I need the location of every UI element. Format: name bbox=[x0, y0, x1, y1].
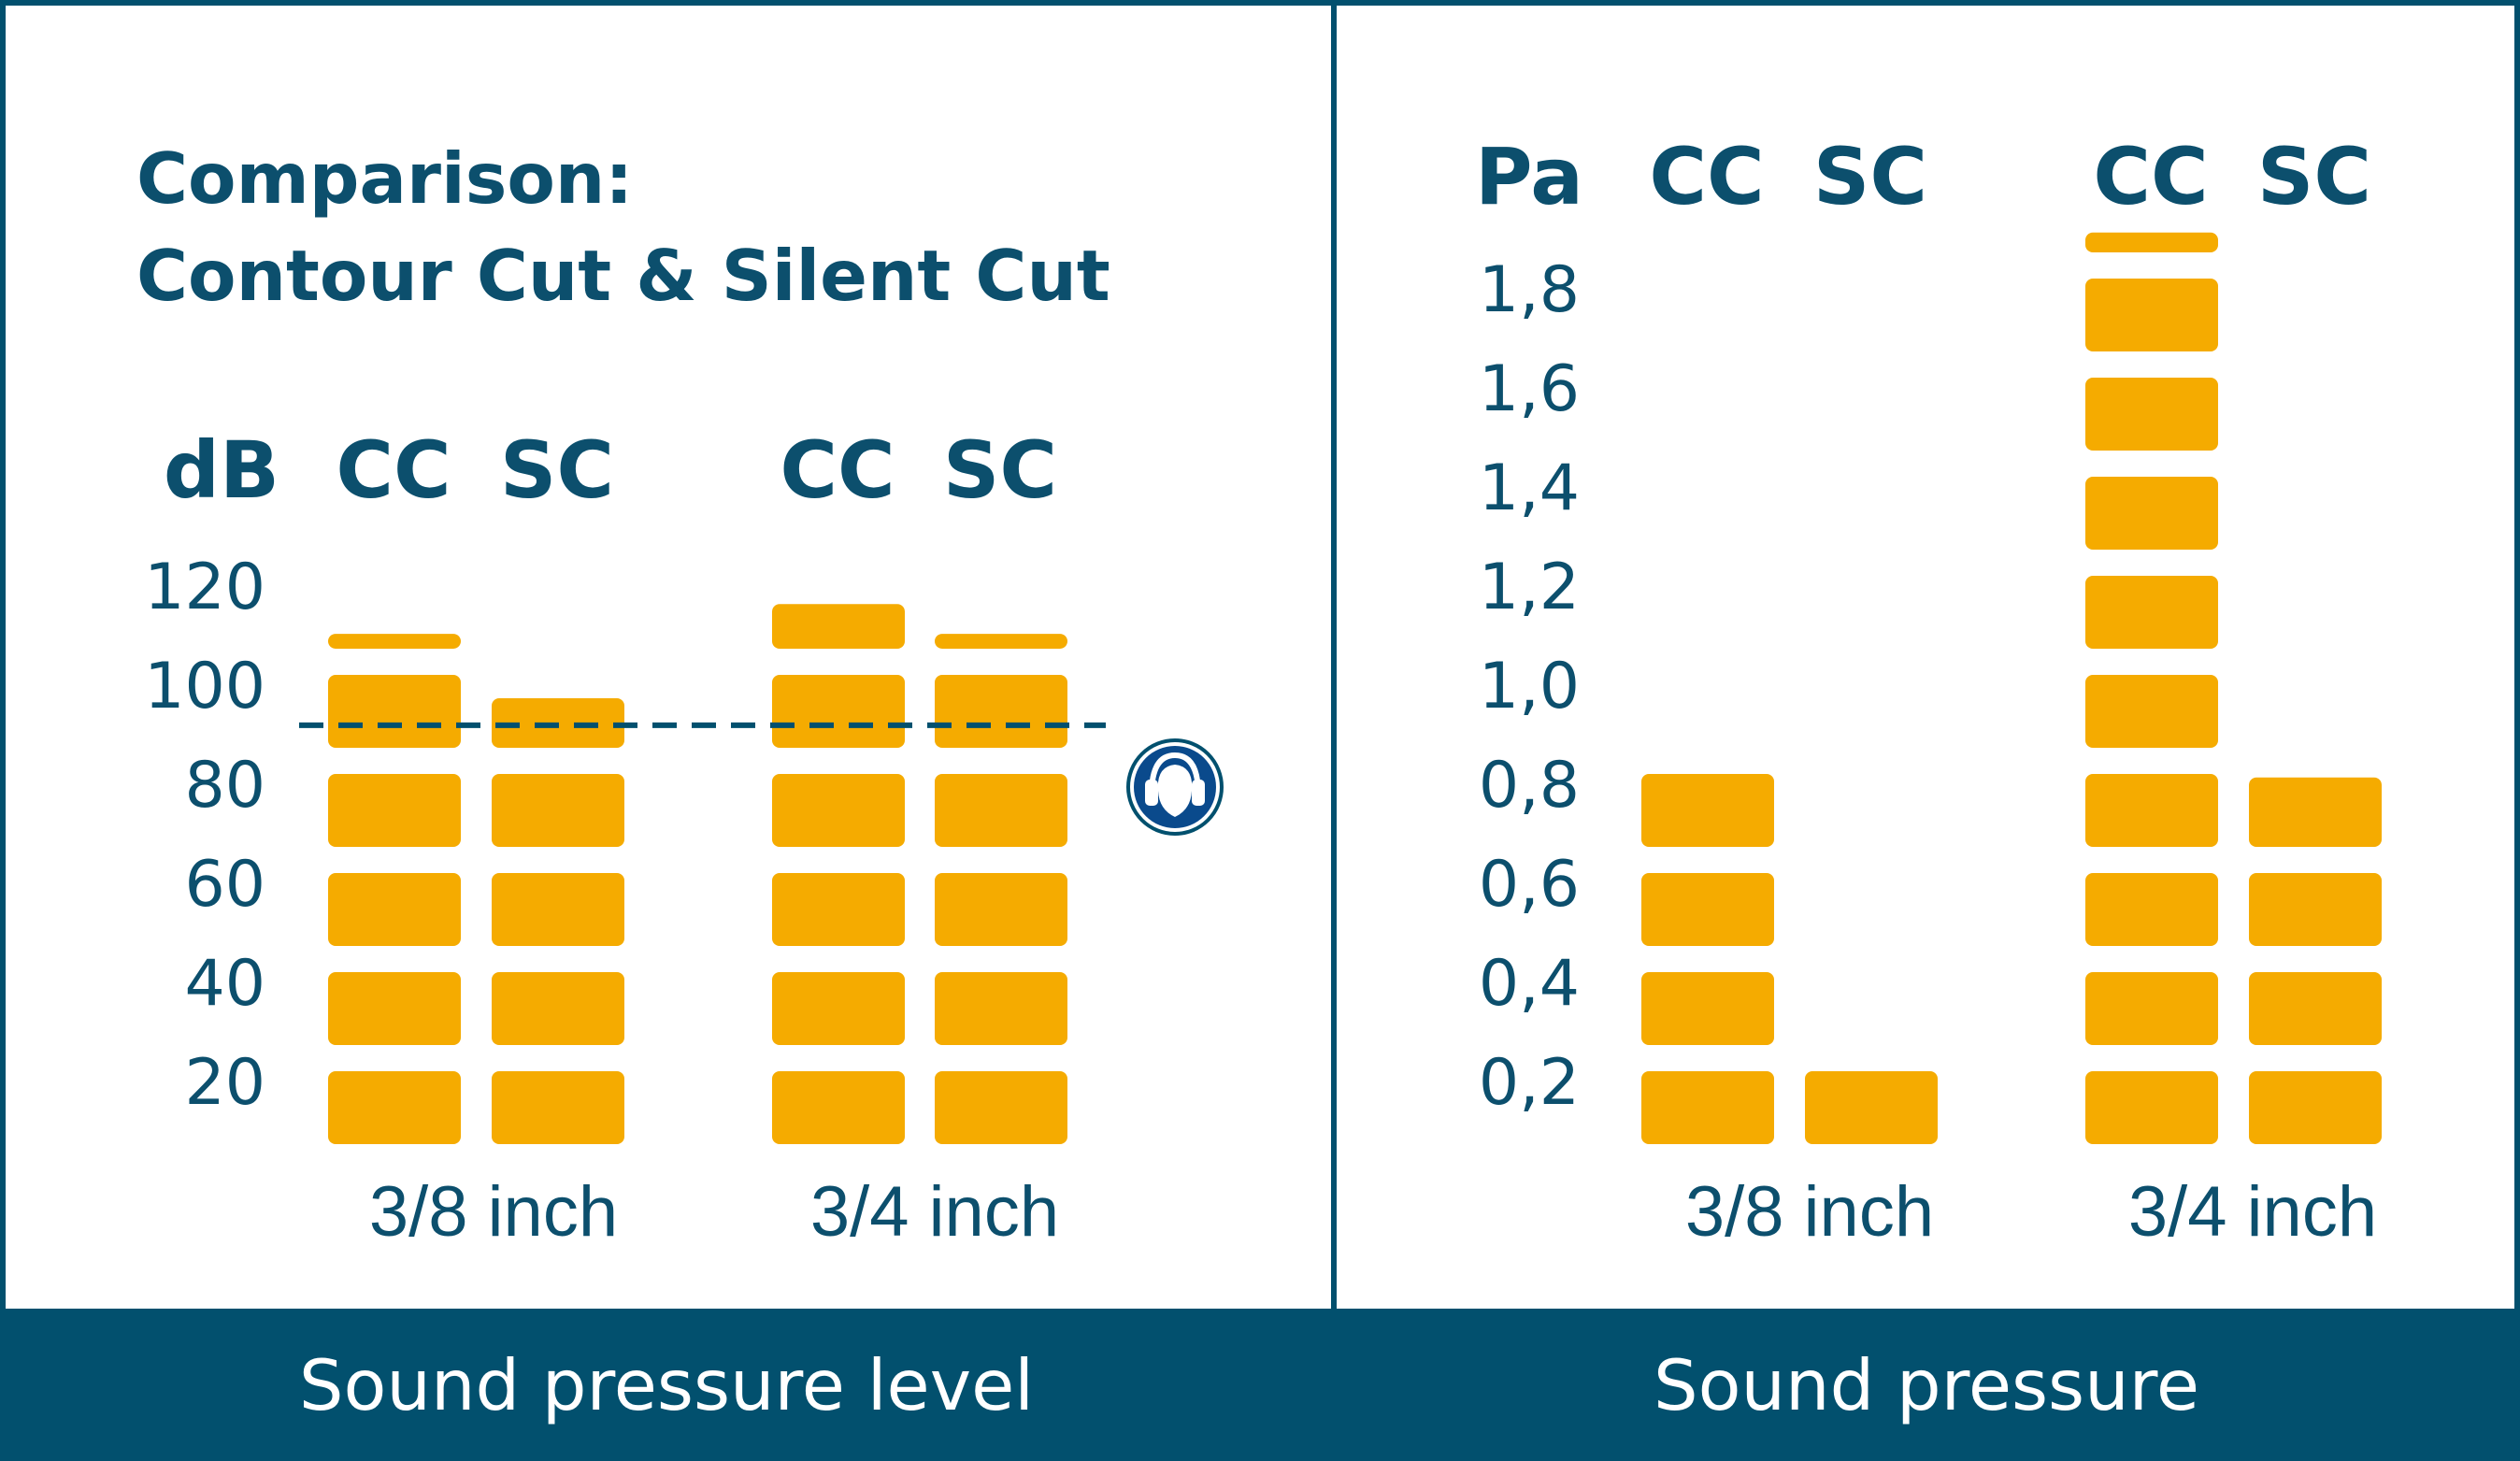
bar-block bbox=[328, 873, 461, 946]
series-label-sc-34: SC bbox=[2257, 131, 2371, 222]
bar-block bbox=[1641, 1071, 1774, 1144]
y-tick-label: 1,2 bbox=[1479, 551, 1580, 624]
y-tick-label: 100 bbox=[144, 650, 265, 723]
bar-block bbox=[328, 675, 461, 748]
y-tick-label: 1,8 bbox=[1479, 253, 1580, 327]
group-label-3-8-inch: 3/8 inch bbox=[369, 1172, 618, 1252]
y-tick-label: 60 bbox=[184, 848, 265, 922]
y-axis-ticks: 20 40 60 80 100 120 bbox=[144, 551, 265, 1120]
bar-block bbox=[2085, 279, 2218, 351]
bar-block bbox=[935, 972, 1067, 1045]
sound-pressure-chart: Pa CC SC CC SC 0,2 0,4 0,6 0,8 1,0 1,2 1,4 1,6 1… bbox=[1475, 131, 2382, 1252]
footer-label-right: Sound pressure bbox=[1654, 1344, 2199, 1426]
series-label-cc-38: CC bbox=[1649, 131, 1764, 222]
bar-block bbox=[1641, 972, 1774, 1045]
bar-block bbox=[772, 774, 905, 847]
bar-block bbox=[492, 1071, 624, 1144]
y-tick-label: 1,6 bbox=[1479, 352, 1580, 426]
bar-block bbox=[2085, 1071, 2218, 1144]
bar-block bbox=[772, 1071, 905, 1144]
series-label-cc-34: CC bbox=[780, 424, 895, 516]
bar-block bbox=[935, 1071, 1067, 1144]
bar-block-partial bbox=[2249, 777, 2382, 847]
footer-band bbox=[0, 1309, 2520, 1461]
bar-3-4-inch-sc bbox=[935, 634, 1067, 1144]
hearing-protection-icon bbox=[1126, 738, 1224, 836]
unit-label-pa: Pa bbox=[1475, 131, 1583, 222]
bar-block bbox=[2085, 576, 2218, 649]
bar-block-partial bbox=[935, 634, 1067, 649]
bar-block-partial bbox=[772, 604, 905, 649]
bar-block bbox=[935, 675, 1067, 748]
bar-block bbox=[492, 873, 624, 946]
bar-block bbox=[2249, 972, 2382, 1045]
y-tick-label: 20 bbox=[184, 1046, 265, 1120]
series-label-sc-34: SC bbox=[943, 424, 1057, 516]
bar-block bbox=[935, 774, 1067, 847]
series-label-cc-34: CC bbox=[2093, 131, 2208, 222]
title-line-1: Comparison: bbox=[136, 137, 633, 220]
y-tick-label: 40 bbox=[184, 947, 265, 1021]
bar-block bbox=[2085, 972, 2218, 1045]
group-label-3-8-inch: 3/8 inch bbox=[1685, 1172, 1934, 1252]
y-tick-label: 0,2 bbox=[1479, 1046, 1580, 1120]
bars bbox=[1641, 232, 2382, 1144]
y-tick-label: 1,4 bbox=[1479, 451, 1580, 525]
bar-block bbox=[2085, 774, 2218, 847]
bar-3-4-inch-cc bbox=[772, 604, 905, 1144]
y-tick-label: 120 bbox=[144, 551, 265, 624]
bar-block bbox=[492, 972, 624, 1045]
y-tick-label: 80 bbox=[184, 749, 265, 823]
y-axis-ticks: 0,2 0,4 0,6 0,8 1,0 1,2 1,4 1,6 1,8 bbox=[1479, 253, 1580, 1120]
bar-block bbox=[2249, 873, 2382, 946]
title-line-2: Contour Cut & Silent Cut bbox=[136, 235, 1110, 317]
unit-label-db: dB bbox=[164, 424, 279, 516]
bar-block bbox=[772, 873, 905, 946]
bar-block bbox=[1641, 873, 1774, 946]
footer-label-left: Sound pressure level bbox=[299, 1344, 1034, 1426]
bar-3-8-inch-cc bbox=[1641, 774, 1774, 1144]
bars bbox=[328, 604, 1067, 1144]
group-label-3-4-inch: 3/4 inch bbox=[2128, 1172, 2377, 1252]
bar-block bbox=[1805, 1071, 1938, 1144]
bar-block bbox=[2085, 873, 2218, 946]
series-label-cc-38: CC bbox=[336, 424, 451, 516]
sound-pressure-level-chart: dB CC SC CC SC 20 40 60 80 100 120 3/8 inch 3… bbox=[144, 424, 1224, 1252]
group-label-3-4-inch: 3/4 inch bbox=[810, 1172, 1059, 1252]
bar-block bbox=[492, 774, 624, 847]
bar-block bbox=[1641, 774, 1774, 847]
y-tick-label: 0,4 bbox=[1479, 947, 1580, 1021]
bar-block-partial bbox=[2085, 232, 2218, 252]
bar-3-8-inch-cc bbox=[328, 634, 461, 1144]
bar-3-4-inch-sc bbox=[2249, 777, 2382, 1144]
bar-3-4-inch-cc bbox=[2085, 232, 2218, 1144]
bar-block bbox=[772, 675, 905, 748]
y-tick-label: 1,0 bbox=[1479, 650, 1580, 723]
bar-block bbox=[328, 972, 461, 1045]
bar-block bbox=[2085, 675, 2218, 748]
y-tick-label: 0,6 bbox=[1479, 848, 1580, 922]
bar-block bbox=[328, 774, 461, 847]
bar-block bbox=[2085, 378, 2218, 451]
bar-block bbox=[2085, 477, 2218, 550]
bar-3-8-inch-sc bbox=[1805, 1071, 1938, 1144]
bar-block bbox=[328, 1071, 461, 1144]
series-label-sc-38: SC bbox=[1813, 131, 1927, 222]
series-label-sc-38: SC bbox=[500, 424, 614, 516]
bar-block bbox=[935, 873, 1067, 946]
bar-block-partial bbox=[328, 634, 461, 649]
y-tick-label: 0,8 bbox=[1479, 749, 1580, 823]
bar-block bbox=[2249, 1071, 2382, 1144]
bar-3-8-inch-sc bbox=[492, 698, 624, 1144]
bar-block bbox=[772, 972, 905, 1045]
